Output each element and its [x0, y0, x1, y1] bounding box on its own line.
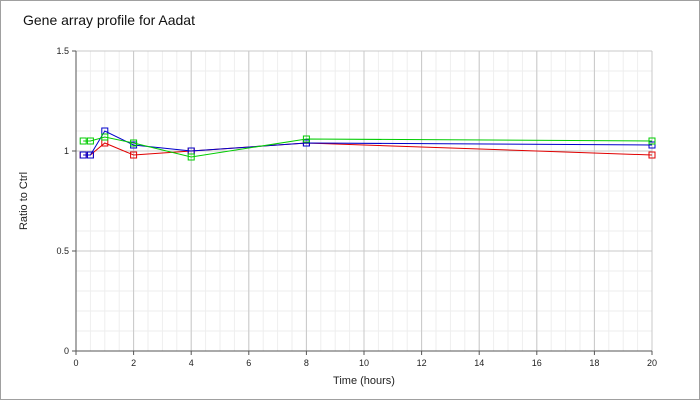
y-tick-label: 1.5 — [56, 46, 69, 56]
x-tick-label: 20 — [647, 358, 657, 368]
data-point-marker — [79, 151, 87, 159]
x-tick-label: 6 — [246, 358, 251, 368]
data-point-marker — [302, 135, 310, 143]
y-axis-label: Ratio to Ctrl — [18, 172, 30, 230]
y-tick-label: 0 — [64, 346, 69, 356]
y-tick-label: 0.5 — [56, 246, 69, 256]
y-tick-labels: 0 0.5 1 1.5 — [56, 46, 76, 356]
y-tick-label: 1 — [64, 146, 69, 156]
data-point-marker — [130, 151, 138, 159]
data-point-marker — [302, 139, 310, 147]
x-tick-label: 2 — [131, 358, 136, 368]
data-point-marker — [648, 137, 656, 145]
x-tick-label: 14 — [474, 358, 484, 368]
data-point-marker — [101, 133, 109, 141]
x-tick-label: 0 — [73, 358, 78, 368]
x-tick-label: 12 — [417, 358, 427, 368]
chart-title: Gene array profile for Aadat — [23, 12, 195, 28]
x-tick-label: 4 — [189, 358, 194, 368]
x-tick-label: 8 — [304, 358, 309, 368]
data-point-marker — [130, 139, 138, 147]
series-layer — [79, 127, 656, 161]
x-tick-label: 16 — [532, 358, 542, 368]
series-line — [83, 130, 653, 156]
series-2 — [79, 133, 656, 161]
data-point-marker — [86, 137, 94, 145]
data-point-marker — [187, 153, 195, 161]
x-tick-label: 10 — [359, 358, 369, 368]
x-tick-label: 18 — [589, 358, 599, 368]
data-point-marker — [648, 151, 656, 159]
data-point-marker — [648, 141, 656, 149]
x-axis-label: Time (hours) — [333, 375, 395, 387]
x-tick-labels: 0 2 4 6 8 10 12 14 16 18 20 — [73, 351, 657, 368]
series-line — [83, 136, 653, 158]
data-point-marker — [86, 151, 94, 159]
data-point-marker — [79, 137, 87, 145]
